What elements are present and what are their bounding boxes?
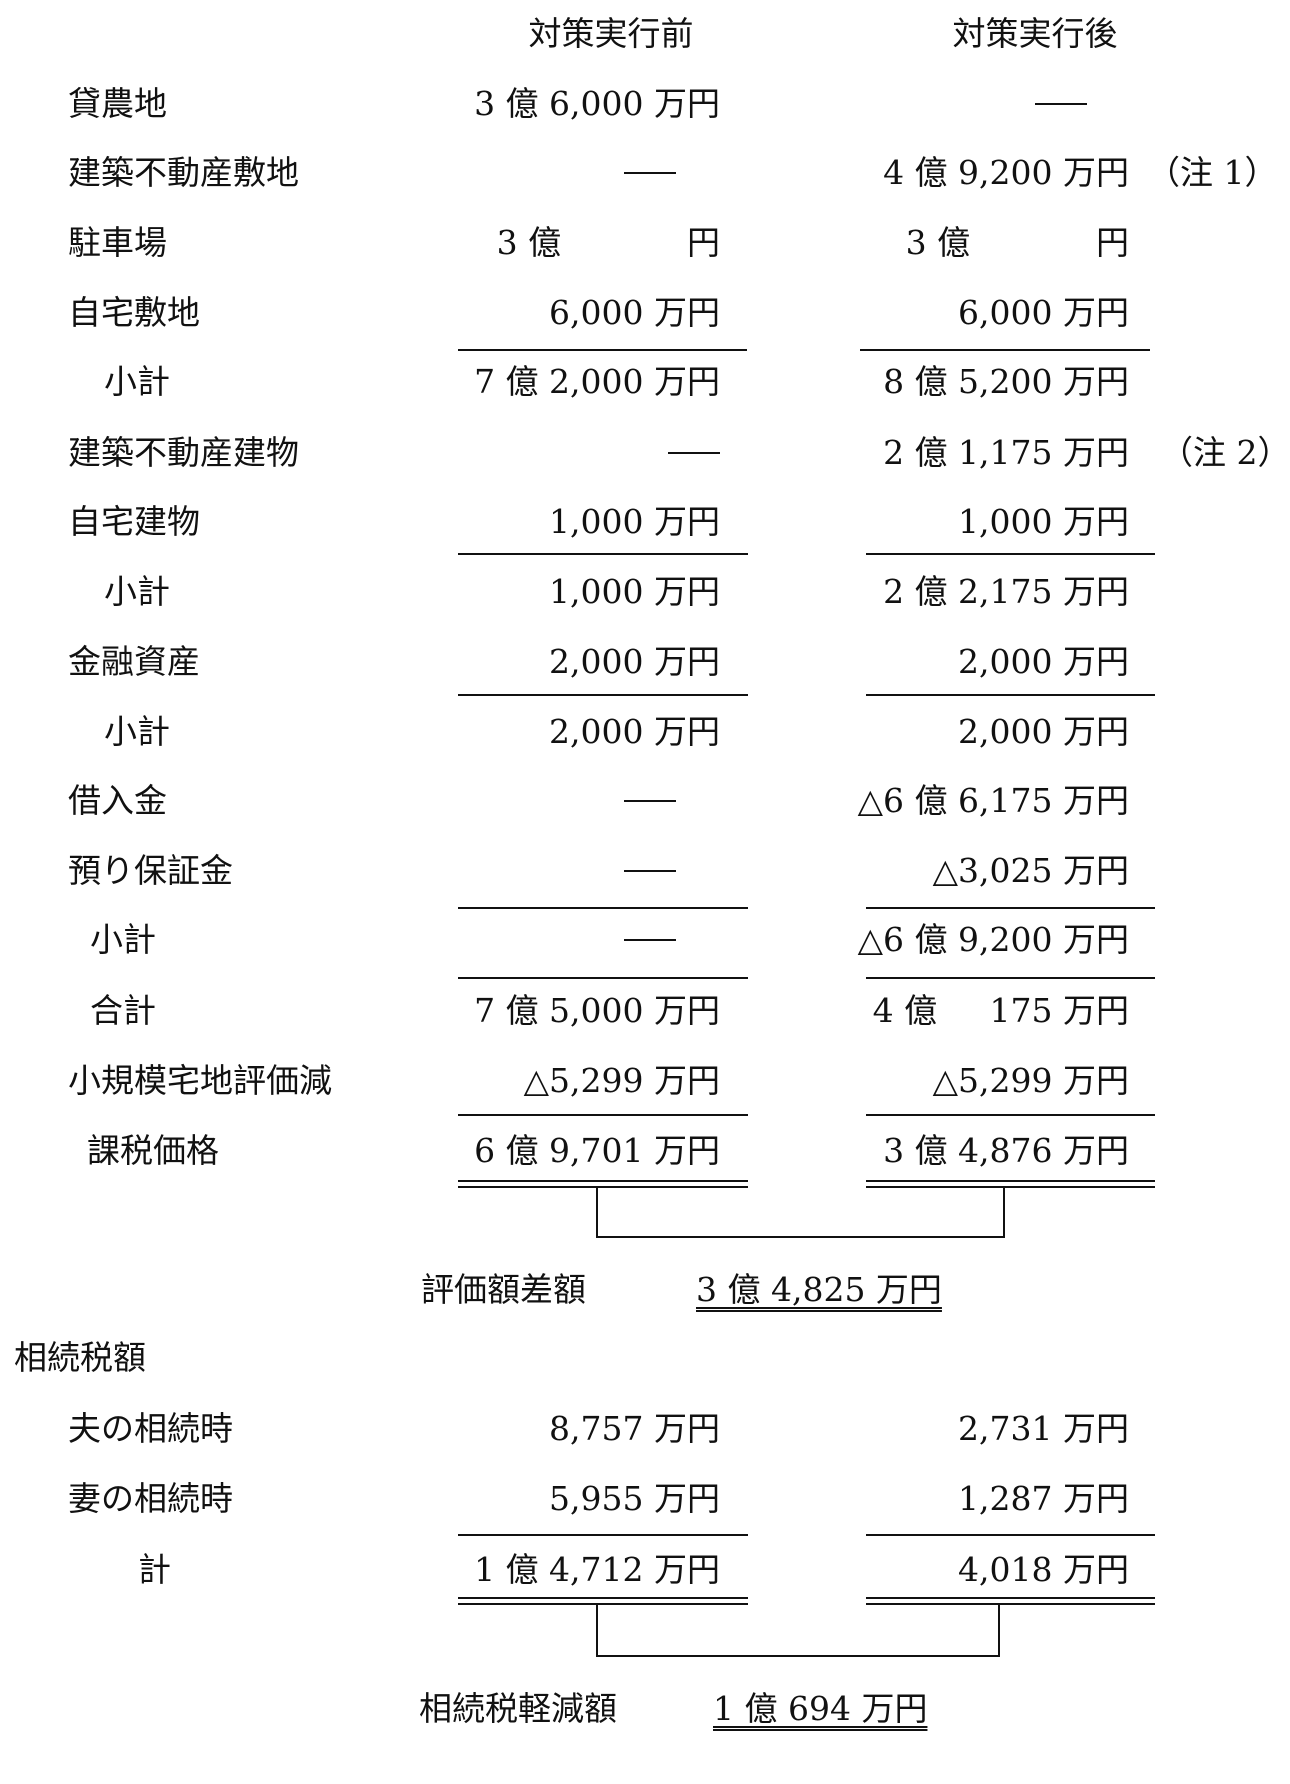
- double-rule: [866, 1597, 1155, 1599]
- deduction-rule: [458, 1114, 748, 1116]
- row-label: 課税価格: [87, 1131, 219, 1170]
- tax-row-label: 計: [138, 1550, 171, 1589]
- double-rule: [458, 1597, 748, 1599]
- row-label: 駐車場: [68, 223, 167, 262]
- amount-after: 4 億 9,200 万円: [883, 153, 1129, 192]
- row-label: 貸農地: [68, 84, 167, 123]
- em-dash-none: [624, 800, 676, 802]
- em-dash-none: [624, 172, 676, 174]
- amount-after: 3 億 4,876 万円: [883, 1131, 1129, 1170]
- tax-reduction-value: 1 億 694 万円: [713, 1689, 928, 1728]
- amount-after: △3,025 万円: [932, 851, 1129, 890]
- bracket-line: [596, 1236, 1005, 1238]
- amount-after: 4,018 万円: [958, 1550, 1129, 1589]
- subtotal-rule: [866, 553, 1155, 555]
- row-label: 小計: [90, 920, 156, 959]
- amount-after: 2,731 万円: [958, 1409, 1129, 1448]
- em-dash-none: [1035, 103, 1087, 105]
- amount-after: 2,000 万円: [958, 712, 1129, 751]
- row-label: 小計: [104, 712, 170, 751]
- total-rule: [866, 977, 1155, 979]
- amount-after: 1,000 万円: [958, 502, 1129, 541]
- bracket-line: [596, 1605, 598, 1657]
- row-label: 自宅建物: [68, 502, 200, 541]
- subtotal-rule: [458, 694, 748, 696]
- subtotal-rule: [866, 1534, 1155, 1536]
- amount-before: 1,000 万円: [549, 572, 720, 611]
- row-label: 預り保証金: [68, 851, 233, 890]
- subtotal-rule: [866, 907, 1155, 909]
- tax-reduction-label: 相続税軽減額: [419, 1689, 617, 1728]
- bracket-line: [596, 1188, 598, 1238]
- subtotal-rule: [458, 349, 747, 351]
- row-label: 小計: [104, 572, 170, 611]
- amount-before: 1 億 4,712 万円: [474, 1550, 720, 1589]
- amount-before: 1,000 万円: [549, 502, 720, 541]
- row-label: 小規模宅地評価減: [68, 1061, 332, 1100]
- total-rule: [458, 977, 748, 979]
- bracket-line: [1003, 1188, 1005, 1238]
- row-label: 合計: [90, 991, 156, 1030]
- amount-before: 5,955 万円: [549, 1479, 720, 1518]
- amount-before: 7 億 2,000 万円: [474, 362, 720, 401]
- amount-before: 6 億 9,701 万円: [474, 1131, 720, 1170]
- amount-after: 2 億 1,175 万円: [883, 433, 1129, 472]
- amount-before: 8,757 万円: [549, 1409, 720, 1448]
- double-rule: [866, 1186, 1155, 1188]
- amount-before: △5,299 万円: [523, 1061, 720, 1100]
- em-dash-none: [668, 452, 720, 454]
- tax-row-label: 妻の相続時: [68, 1479, 233, 1518]
- em-dash-none: [624, 870, 676, 872]
- deduction-rule: [866, 1114, 1155, 1116]
- subtotal-rule: [860, 349, 1150, 351]
- amount-before: 3 億 円: [496, 223, 720, 262]
- inheritance-tax-title: 相続税額: [14, 1338, 146, 1377]
- em-dash-none: [624, 939, 676, 941]
- double-rule: [458, 1180, 748, 1182]
- amount-after: △5,299 万円: [932, 1061, 1129, 1100]
- tax-row-label: 夫の相続時: [68, 1409, 233, 1448]
- row-label: 自宅敷地: [68, 293, 200, 332]
- double-rule: [458, 1603, 748, 1605]
- row-label: 建築不動産敷地: [68, 153, 299, 192]
- row-label: 借入金: [68, 781, 167, 820]
- valuation-difference-label: 評価額差額: [421, 1270, 586, 1309]
- amount-after: 2 億 2,175 万円: [883, 572, 1129, 611]
- amount-after: 4 億 175 万円: [872, 991, 1129, 1030]
- amount-after: △6 億 6,175 万円: [857, 781, 1129, 820]
- row-label: 金融資産: [68, 642, 200, 681]
- bracket-line: [998, 1605, 1000, 1657]
- header-after: 対策実行後: [952, 14, 1118, 53]
- bracket-line: [596, 1655, 1000, 1657]
- amount-after: 8 億 5,200 万円: [883, 362, 1129, 401]
- amount-before: 6,000 万円: [549, 293, 720, 332]
- amount-after: △6 億 9,200 万円: [857, 920, 1129, 959]
- row-label: 小計: [104, 362, 170, 401]
- amount-before: 7 億 5,000 万円: [474, 991, 720, 1030]
- amount-before: 3 億 6,000 万円: [474, 84, 720, 123]
- note-ref: （注 2）: [1160, 433, 1290, 472]
- subtotal-rule: [458, 553, 748, 555]
- amount-after: 3 億 円: [905, 223, 1129, 262]
- double-rule: [866, 1603, 1155, 1605]
- amount-after: 2,000 万円: [958, 642, 1129, 681]
- subtotal-rule: [866, 694, 1155, 696]
- row-label: 建築不動産建物: [68, 433, 299, 472]
- amount-after: 1,287 万円: [958, 1479, 1129, 1518]
- double-rule: [866, 1180, 1155, 1182]
- amount-before: 2,000 万円: [549, 712, 720, 751]
- subtotal-rule: [458, 907, 748, 909]
- note-ref: （注 1）: [1147, 153, 1278, 192]
- double-rule: [458, 1186, 748, 1188]
- subtotal-rule: [458, 1534, 748, 1536]
- amount-before: 2,000 万円: [549, 642, 720, 681]
- header-before: 対策実行前: [528, 14, 694, 53]
- valuation-difference-value: 3 億 4,825 万円: [696, 1270, 942, 1309]
- amount-after: 6,000 万円: [958, 293, 1129, 332]
